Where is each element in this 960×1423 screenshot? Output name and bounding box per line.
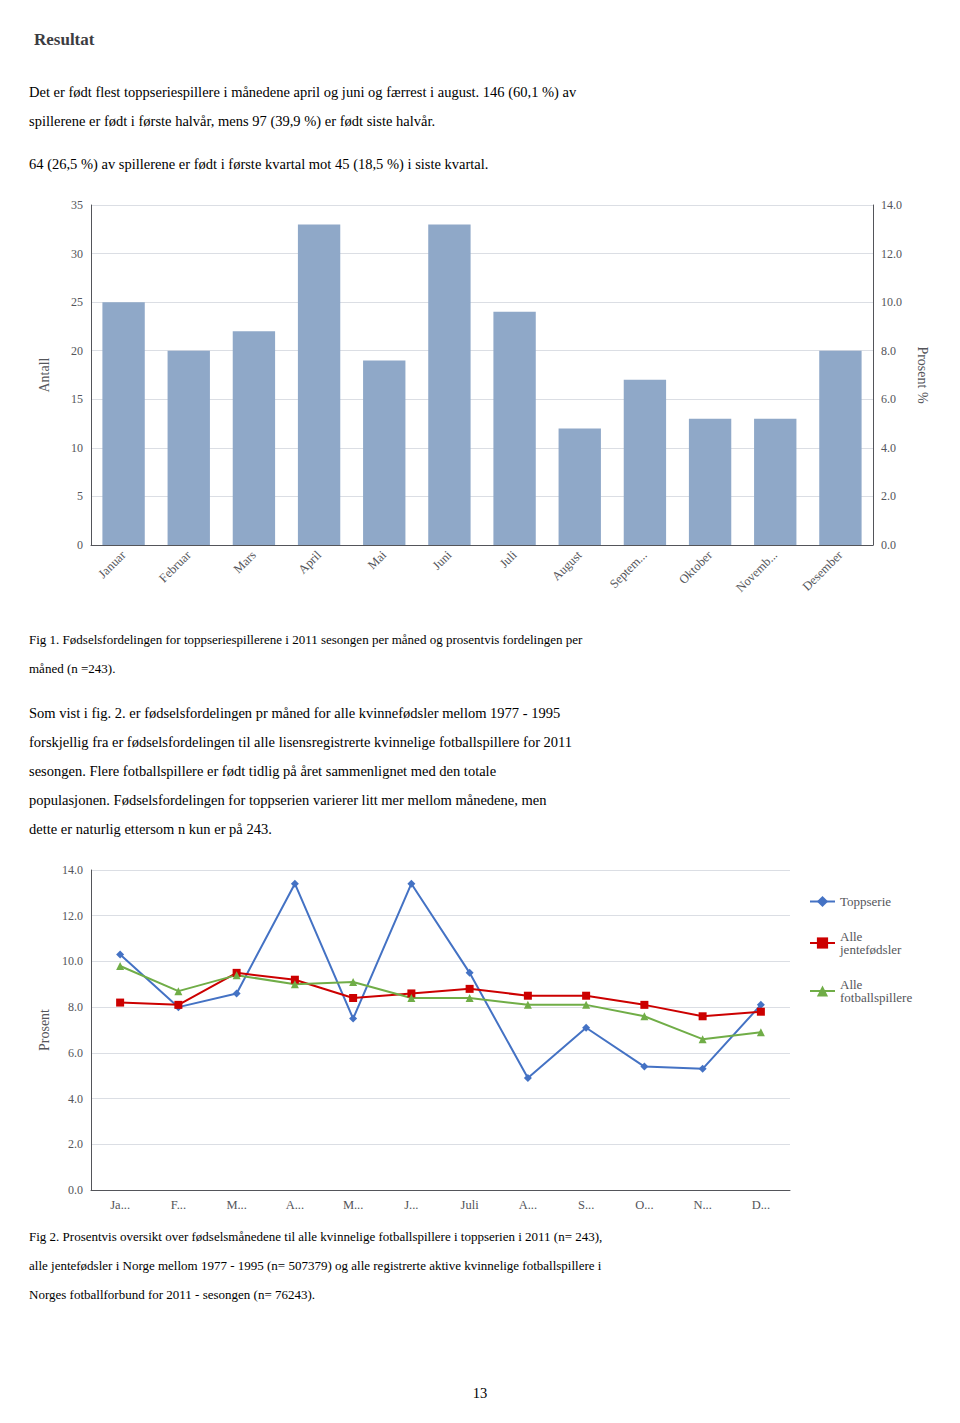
svg-text:sesongen. Flere fotballspiller: sesongen. Flere fotballspillere er født … <box>29 763 496 779</box>
svg-text:Antall: Antall <box>37 357 52 392</box>
svg-text:April: April <box>295 548 324 577</box>
svg-text:F...: F... <box>171 1198 186 1212</box>
svg-text:populasjonen. Fødselsfordeling: populasjonen. Fødselsfordelingen for top… <box>29 792 547 808</box>
svg-text:Resultat: Resultat <box>34 30 95 49</box>
svg-text:Prosent: Prosent <box>37 1009 52 1051</box>
svg-text:6.0: 6.0 <box>881 392 896 406</box>
svg-text:M...: M... <box>226 1198 247 1212</box>
svg-text:0.0: 0.0 <box>881 538 896 552</box>
svg-text:Februar: Februar <box>156 547 194 585</box>
svg-text:14.0: 14.0 <box>62 863 83 877</box>
svg-text:4.0: 4.0 <box>881 441 896 455</box>
svg-text:2.0: 2.0 <box>881 489 896 503</box>
svg-text:forskjellig fra er fødselsford: forskjellig fra er fødselsfordelingen ti… <box>29 734 572 750</box>
svg-text:25: 25 <box>71 295 83 309</box>
svg-text:Septem...: Septem... <box>607 548 650 591</box>
svg-text:14.0: 14.0 <box>881 198 902 212</box>
svg-text:0.0: 0.0 <box>68 1183 83 1197</box>
svg-text:August: August <box>549 548 585 584</box>
svg-text:Alle: Alle <box>840 977 863 992</box>
svg-text:10.0: 10.0 <box>881 295 902 309</box>
svg-text:Mai: Mai <box>365 548 389 572</box>
svg-text:10: 10 <box>71 441 83 455</box>
svg-text:5: 5 <box>77 489 83 503</box>
svg-text:13: 13 <box>473 1385 488 1401</box>
svg-text:D...: D... <box>752 1198 770 1212</box>
svg-text:O...: O... <box>635 1198 653 1212</box>
svg-text:4.0: 4.0 <box>68 1092 83 1106</box>
svg-text:Novemb...: Novemb... <box>733 548 780 595</box>
svg-text:0: 0 <box>77 538 83 552</box>
svg-text:30: 30 <box>71 247 83 261</box>
svg-text:15: 15 <box>71 392 83 406</box>
svg-text:dette er naturlig ettersom n k: dette er naturlig ettersom n kun er på 2… <box>29 821 272 837</box>
svg-text:Mars: Mars <box>231 548 259 576</box>
svg-text:6.0: 6.0 <box>68 1046 83 1060</box>
svg-text:måned (n =243).: måned (n =243). <box>29 661 115 676</box>
svg-text:Toppserie: Toppserie <box>840 894 891 909</box>
svg-text:20: 20 <box>71 344 83 358</box>
svg-text:A...: A... <box>519 1198 537 1212</box>
svg-text:8.0: 8.0 <box>881 344 896 358</box>
svg-text:12.0: 12.0 <box>881 247 902 261</box>
svg-text:S...: S... <box>578 1198 594 1212</box>
svg-text:Juli: Juli <box>497 548 520 571</box>
svg-text:fotballspillere: fotballspillere <box>840 990 912 1005</box>
svg-text:2.0: 2.0 <box>68 1137 83 1151</box>
svg-text:J...: J... <box>404 1198 418 1212</box>
svg-text:35: 35 <box>71 198 83 212</box>
svg-text:Fig 1. Fødselsfordelingen for: Fig 1. Fødselsfordelingen for toppseries… <box>29 632 583 647</box>
svg-text:spillerene er født i første ha: spillerene er født i første halvår, mens… <box>29 113 435 130</box>
svg-text:jentefødsler: jentefødsler <box>839 942 902 957</box>
svg-text:Desember: Desember <box>800 547 846 593</box>
svg-text:Juni: Juni <box>430 548 455 573</box>
svg-text:Alle: Alle <box>840 929 863 944</box>
svg-text:A...: A... <box>286 1198 304 1212</box>
svg-text:Prosent %: Prosent % <box>915 346 930 404</box>
svg-text:Ja...: Ja... <box>110 1198 130 1212</box>
svg-text:8.0: 8.0 <box>68 1000 83 1014</box>
svg-text:N...: N... <box>693 1198 711 1212</box>
svg-text:Juli: Juli <box>461 1198 480 1212</box>
svg-text:10.0: 10.0 <box>62 954 83 968</box>
svg-text:Januar: Januar <box>96 547 130 581</box>
svg-text:64 (26,5 %) av spillerene er f: 64 (26,5 %) av spillerene er født i førs… <box>29 156 488 173</box>
svg-text:Norges fotballforbund for 2011: Norges fotballforbund for 2011 - sesonge… <box>29 1287 315 1302</box>
svg-text:Som vist i fig. 2. er fødselsf: Som vist i fig. 2. er fødselsfordelingen… <box>29 705 560 721</box>
svg-text:Oktober: Oktober <box>676 547 715 586</box>
svg-text:M...: M... <box>343 1198 364 1212</box>
svg-text:alle jentefødsler i Norge mell: alle jentefødsler i Norge mellom 1977 - … <box>29 1258 602 1273</box>
svg-text:Fig 2. Prosentvis oversikt ove: Fig 2. Prosentvis oversikt over fødselsm… <box>29 1229 602 1244</box>
svg-text:Det er født flest toppseriespi: Det er født flest toppseriespillere i må… <box>29 84 577 101</box>
svg-text:12.0: 12.0 <box>62 909 83 923</box>
